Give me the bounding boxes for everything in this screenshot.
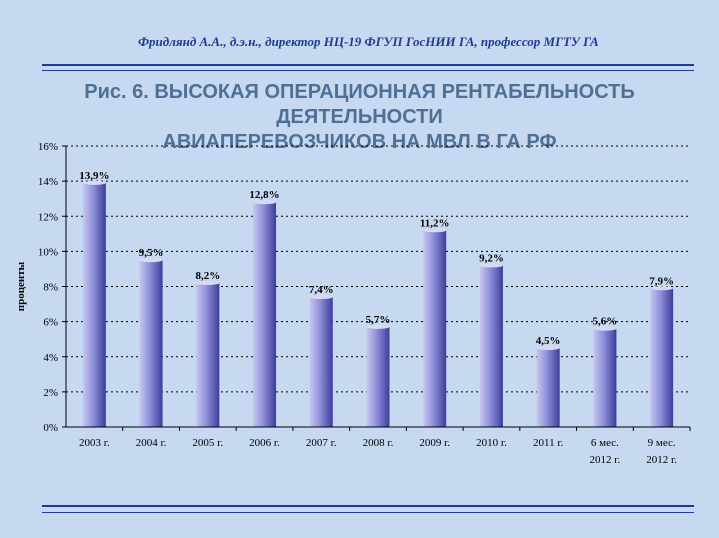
data-label: 4,5% (536, 335, 561, 347)
axes: 0% 2% 4% 6% 8% 10% 12% 14% 16% 2003 г. 2004 г. 2005… (38, 141, 691, 466)
bar (309, 297, 333, 427)
x-tick-label: 2005 г. (192, 437, 223, 449)
top-divider (42, 64, 694, 66)
bar-cap (423, 228, 447, 233)
bottom-divider (42, 505, 694, 507)
bar-chart: 13,9% 9,5% 8,2% 12,8% 7,4% 5,7% 11,2% 9,2% 4,5% 5… (15, 141, 691, 466)
bar-cap (196, 280, 220, 285)
bar-cap (593, 326, 617, 331)
bar-cap (139, 258, 163, 263)
data-label: 5,6% (593, 316, 618, 328)
bar (196, 282, 220, 427)
data-label: 11,2% (420, 217, 450, 229)
y-tick-label: 12% (38, 211, 58, 223)
x-tick-label: 6 мес. (591, 437, 619, 449)
data-label: 5,7% (366, 314, 391, 326)
author-line: Фридлянд А.А., д.э.н., директор НЦ-19 ФГ… (138, 34, 599, 49)
bar-cap (366, 324, 390, 329)
x-tick-label: 2008 г. (363, 437, 394, 449)
bar (536, 347, 560, 427)
y-tick-label: 16% (38, 141, 58, 153)
y-tick-label: 2% (43, 387, 58, 399)
bar (650, 288, 674, 427)
x-tick-label: 9 мес. (648, 437, 676, 449)
y-tick-label: 10% (38, 246, 58, 258)
data-label: 9,5% (139, 247, 164, 259)
bar-cap (479, 263, 503, 268)
top-divider-thin (42, 70, 694, 71)
y-axis-label: проценты (15, 261, 27, 311)
bar-cap (650, 286, 674, 291)
bar-cap (82, 180, 106, 185)
slide-title-line-1: Рис. 6. ВЫСОКАЯ ОПЕРАЦИОННАЯ РЕНТАБЕЛЬНО… (84, 81, 635, 128)
x-tick-label: 2003 г. (79, 437, 110, 449)
x-tick-label: 2012 г. (646, 454, 677, 466)
data-label: 13,9% (79, 170, 109, 182)
bars (82, 180, 674, 427)
data-label: 12,8% (249, 189, 279, 201)
bar (479, 265, 503, 427)
x-tick-label: 2007 г. (306, 437, 337, 449)
y-tick-label: 8% (43, 282, 58, 294)
bar-cap (536, 345, 560, 350)
y-tick-label: 0% (43, 422, 58, 434)
x-tick-label: 2011 г. (533, 437, 564, 449)
bar-cap (309, 295, 333, 300)
data-label: 7,4% (309, 284, 334, 296)
bar (253, 202, 277, 427)
x-tick-label: 2006 г. (249, 437, 280, 449)
slide-title: Рис. 6. ВЫСОКАЯ ОПЕРАЦИОННАЯ РЕНТАБЕЛЬНО… (0, 80, 719, 155)
bar (82, 182, 106, 427)
x-tick-label: 2009 г. (419, 437, 450, 449)
x-tick-label: 2012 г. (590, 454, 621, 466)
bar-cap (253, 200, 277, 205)
y-tick-label: 14% (38, 176, 58, 188)
y-tick-label: 6% (43, 317, 58, 329)
data-label: 8,2% (195, 270, 220, 282)
x-tick-label: 2004 г. (136, 437, 167, 449)
data-label: 9,2% (479, 252, 504, 264)
bottom-divider-thin (42, 512, 694, 513)
bar (593, 328, 617, 427)
bar (423, 230, 447, 427)
data-label: 7,9% (649, 275, 674, 287)
x-tick-label: 2010 г. (476, 437, 507, 449)
data-labels: 13,9% 9,5% 8,2% 12,8% 7,4% 5,7% 11,2% 9,2% 4,5% 5… (79, 170, 674, 347)
slide-title-line-2: АВИАПЕРЕВОЗЧИКОВ НА МВЛ В ГА РФ (162, 131, 557, 153)
y-tick-label: 4% (43, 352, 58, 364)
bar (139, 260, 163, 427)
bar (366, 326, 390, 427)
